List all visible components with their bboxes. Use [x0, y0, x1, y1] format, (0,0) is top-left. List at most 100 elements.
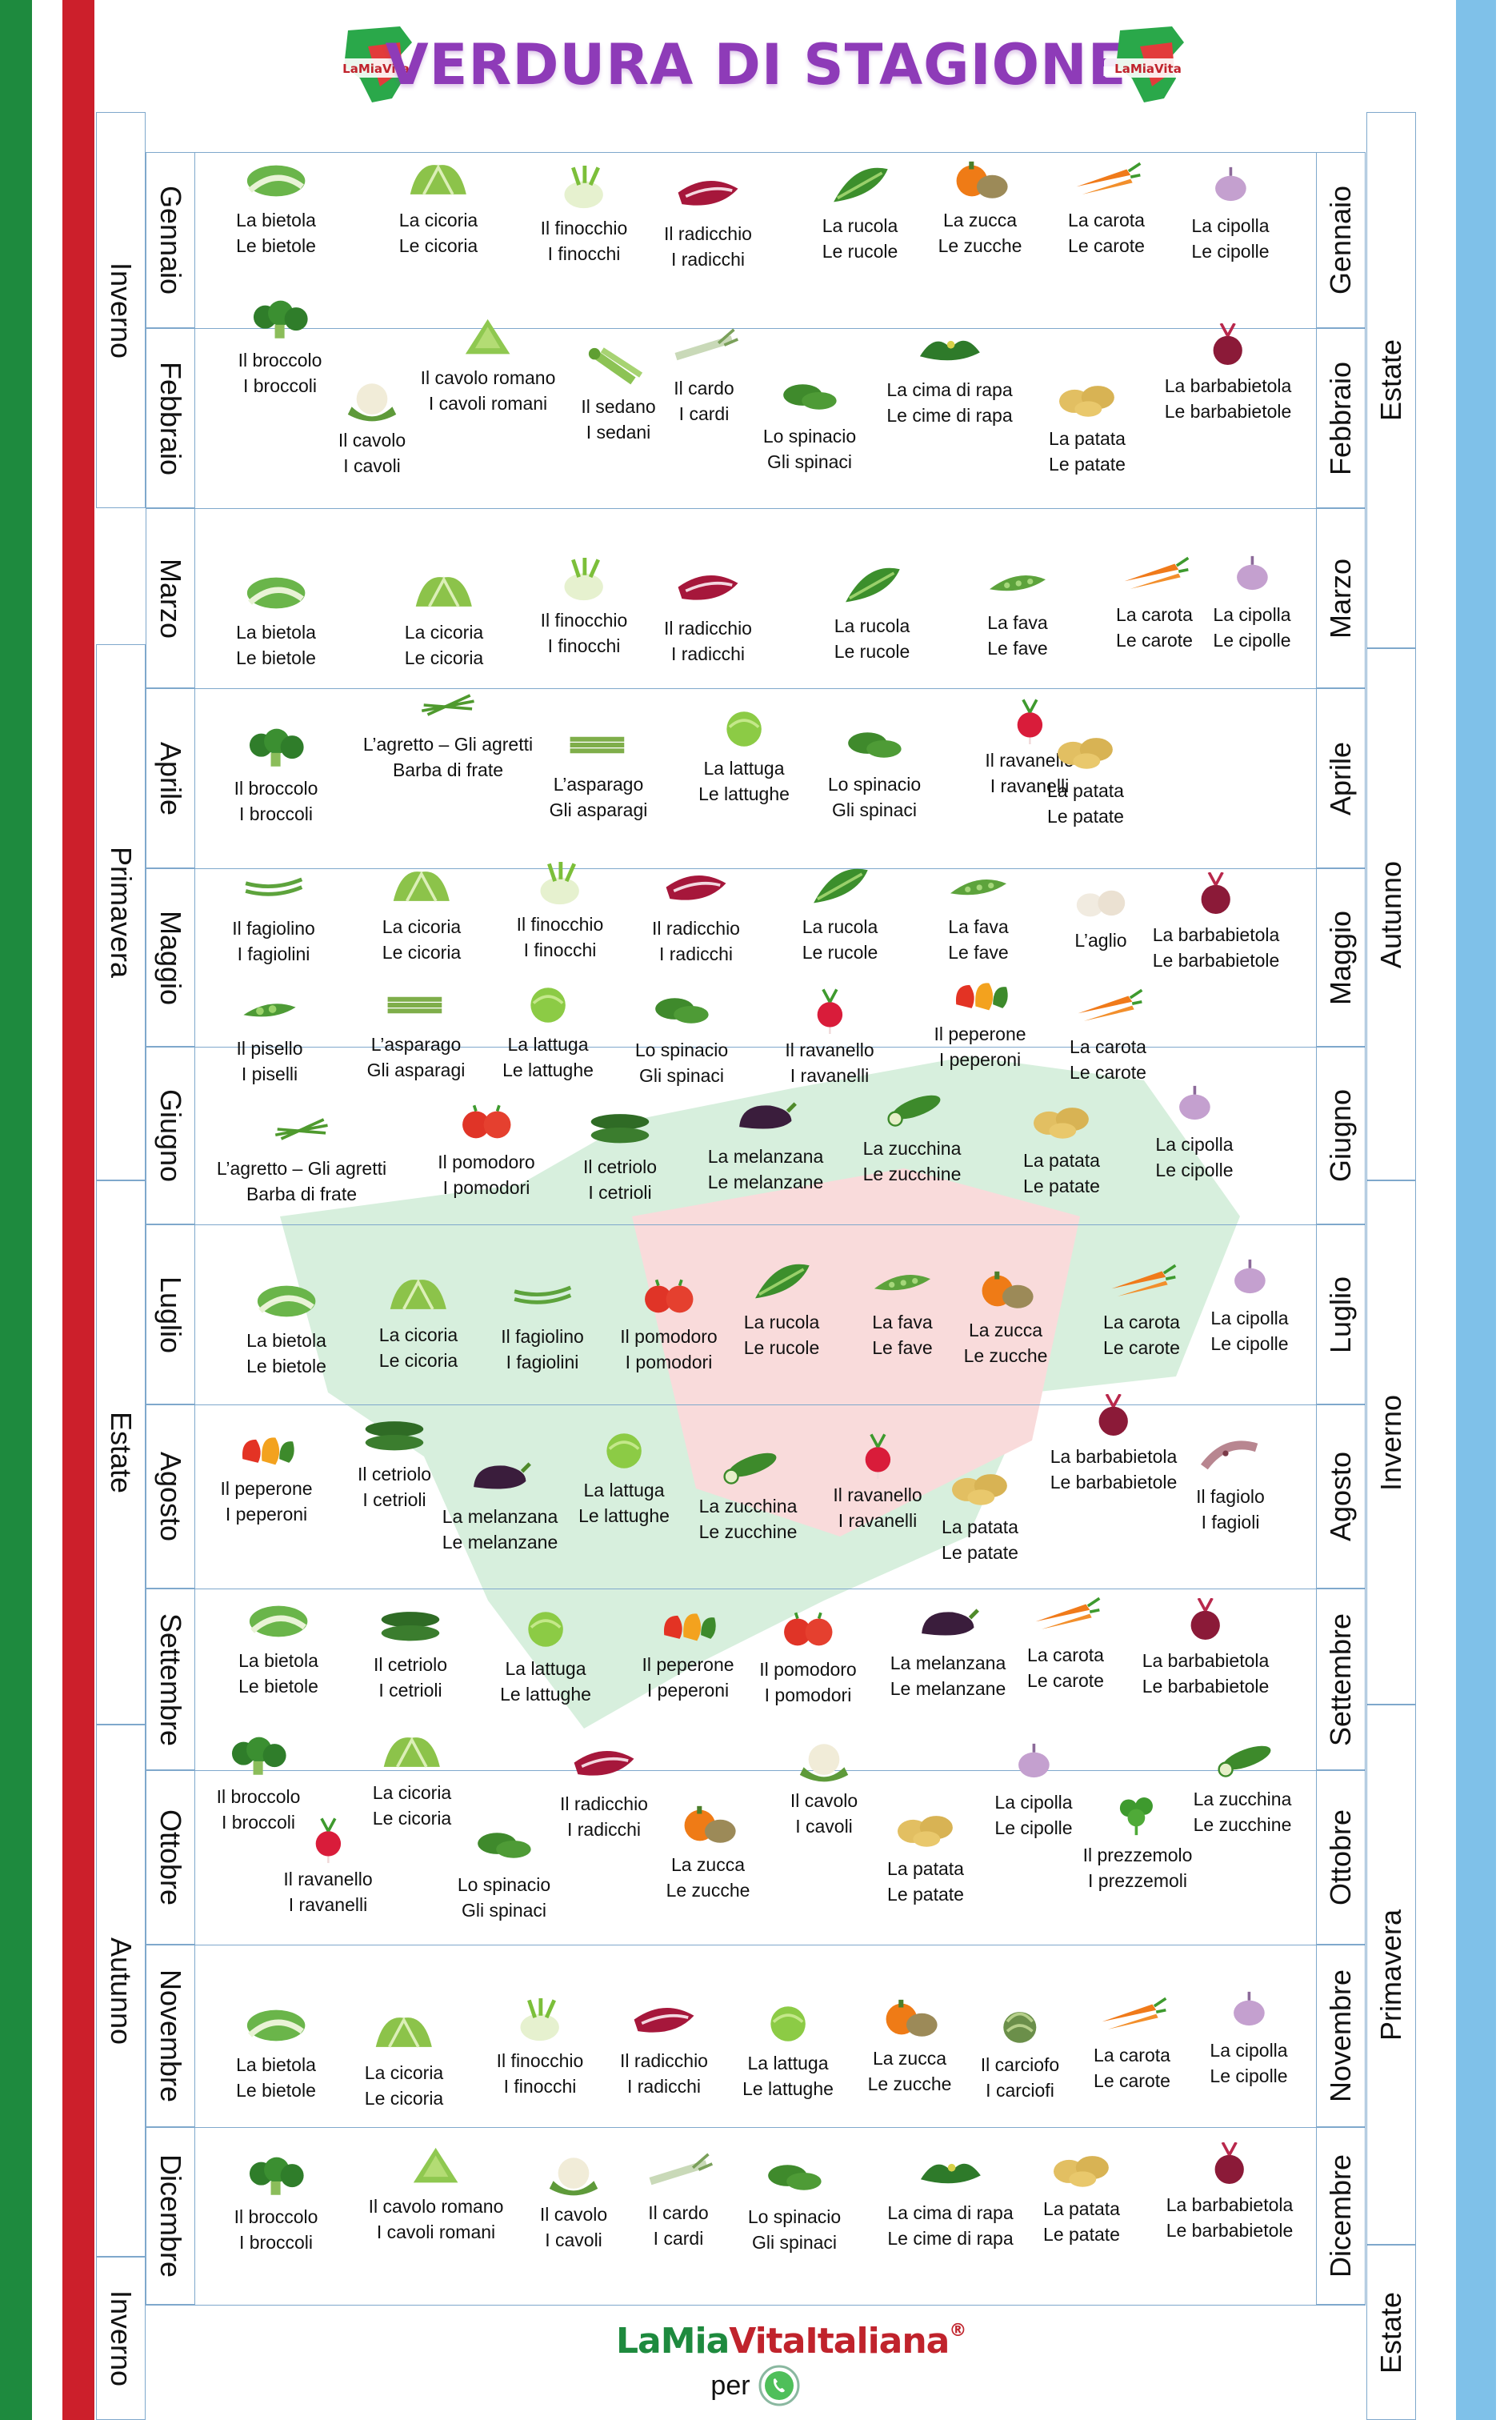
broccoli-icon: [238, 298, 322, 344]
vegetable-plural: Le bietole: [236, 647, 316, 668]
vegetable-plural: Le melanzane: [890, 1678, 1006, 1699]
vegetable-item-romanesco: Il cavolo romano I cavoli romani: [368, 2144, 504, 2245]
spinach-icon: [748, 2154, 841, 2201]
vegetable-singular: L’asparago: [553, 774, 644, 795]
vegetable-item-radish: Il ravanello I ravanelli: [785, 988, 874, 1088]
vegetable-item-rocket: La rucola Le rucole: [834, 563, 910, 664]
vegetable-singular: La cipolla: [1210, 1308, 1289, 1328]
vegetable-singular: La lattuga: [507, 1034, 589, 1055]
vegetable-plural: Le cicoria: [382, 942, 462, 963]
spinach-icon: [763, 374, 856, 420]
vegetable-singular: Il sedano: [581, 396, 656, 417]
vegetable-singular: L’asparago: [370, 1034, 462, 1055]
vegetable-singular: Il radicchio: [620, 2050, 708, 2071]
vegetable-plural: Le patate: [1023, 1176, 1100, 1196]
vegetable-plural: I sedani: [586, 422, 651, 443]
row-divider: [146, 868, 1366, 869]
vegetable-plural: Le fave: [987, 638, 1048, 659]
vegetable-item-radish: Il ravanello I ravanelli: [985, 698, 1074, 799]
vegetable-item-borlotti-bean: Il fagiolo I fagioli: [1194, 1434, 1266, 1535]
beetroot-icon: [1165, 323, 1292, 370]
vegetable-item-potato: La patata Le patate: [1049, 376, 1126, 477]
vegetable-item-chicory: La cicoria Le cicoria: [405, 570, 483, 671]
vegetable-item-cucumber: Il cetriolo I cetrioli: [374, 1602, 447, 1703]
chicory-icon: [382, 864, 461, 911]
radicchio-icon: [652, 866, 740, 912]
chard-icon: [236, 570, 316, 616]
spinach-icon: [635, 988, 728, 1034]
onion-icon: [1191, 163, 1269, 210]
vegetable-plural: Le cicoria: [398, 235, 478, 256]
vegetable-plural: Le fave: [872, 1337, 933, 1358]
vegetable-singular: Il broccolo: [234, 778, 318, 799]
vegetable-plural: Le bietole: [236, 2080, 316, 2101]
aubergine-icon: [442, 1454, 558, 1500]
vegetable-singular: La cipolla: [994, 1792, 1073, 1813]
vegetable-plural: Le barbabietole: [1164, 401, 1292, 422]
vegetable-plural: I peperoni: [225, 1504, 308, 1525]
vegetable-plural: I pomodori: [625, 1352, 713, 1372]
month-label: Agosto: [154, 1451, 188, 1542]
vegetable-singular: La patata: [1047, 780, 1124, 801]
vegetable-plural: Le cipolle: [994, 1817, 1073, 1838]
vegetable-plural: I cetrioli: [362, 1489, 426, 1510]
right-month-giugno: Giugno: [1316, 1047, 1366, 1224]
brand-mia: Mia: [660, 2321, 730, 2362]
left-season-inverno-2: Inverno: [96, 2257, 146, 2420]
vegetable-item-chard: La bietola Le bietole: [238, 1598, 318, 1699]
vegetable-singular: Il cardo: [674, 378, 734, 399]
vegetable-singular: Il radicchio: [560, 1793, 648, 1814]
tomato-icon: [438, 1100, 534, 1146]
carrot-icon: [1068, 158, 1145, 204]
vegetable-singular: La carota: [1068, 210, 1145, 230]
row-divider: [146, 1770, 1366, 1771]
vegetable-plural: Le carote: [1070, 1062, 1146, 1083]
vegetable-singular: Il cavolo romano: [368, 2196, 504, 2217]
vegetable-singular: La cipolla: [1213, 604, 1291, 625]
asparagus-icon: [550, 722, 648, 768]
vegetable-plural: Le rucole: [802, 942, 878, 963]
chard-icon: [236, 158, 316, 204]
radish-icon: [283, 1817, 372, 1863]
vegetable-singular: Il peperone: [642, 1654, 734, 1675]
zucchini-icon: [863, 1086, 962, 1132]
vegetable-singular: Lo spinacio: [457, 1874, 551, 1895]
vegetable-item-pea: Il pisello I piselli: [234, 986, 306, 1087]
vegetable-singular: Lo spinacio: [634, 1040, 729, 1060]
vegetable-item-zucchini: La zucchina Le zucchine: [1194, 1737, 1291, 1837]
vegetable-plural: Gli spinaci: [751, 2232, 838, 2253]
vegetable-plural: Le zucche: [867, 2073, 952, 2094]
row-divider: [146, 688, 1366, 689]
fennel-icon: [541, 166, 628, 212]
vegetable-item-cucumber: Il cetriolo I cetrioli: [583, 1104, 657, 1205]
vegetable-item-asparagus: L’asparago Gli asparagi: [367, 982, 465, 1083]
vegetable-plural: Le lattughe: [500, 1684, 591, 1705]
vegetable-plural: I ravanelli: [790, 1065, 870, 1086]
vegetable-singular: La lattuga: [747, 2053, 829, 2073]
vegetable-plural: I prezzemoli: [1088, 1870, 1187, 1891]
left-month-settembre: Settembre: [146, 1589, 195, 1770]
left-season-estate: Estate: [96, 1180, 146, 1725]
vegetable-item-rocket: La rucola Le rucole: [822, 163, 898, 264]
vegetable-plural: I cetrioli: [378, 1680, 442, 1701]
spinach-icon: [828, 722, 921, 768]
left-month-febbraio: Febbraio: [146, 328, 195, 508]
onion-icon: [1210, 1988, 1287, 2034]
vegetable-singular: La rucola: [822, 215, 898, 236]
carrot-icon: [1103, 1260, 1180, 1306]
vegetable-plural: Le cicoria: [378, 1350, 458, 1371]
vegetable-item-onion: La cipolla Le cipolle: [1155, 1082, 1234, 1183]
romanesco-icon: [369, 2144, 504, 2190]
vegetable-plural: Le patate: [1047, 806, 1124, 827]
vegetable-item-carrot: La carota Le carote: [1094, 1993, 1170, 2093]
vegetable-plural: Le rucole: [834, 641, 910, 662]
vegetable-singular: L’agretto – Gli agretti: [216, 1158, 387, 1179]
vegetable-singular: La melanzana: [890, 1653, 1006, 1673]
vegetable-plural: Le lattughe: [698, 783, 790, 804]
lettuce-icon: [578, 1428, 670, 1474]
vegetable-plural: Le barbabietole: [1142, 1676, 1270, 1697]
cucumber-icon: [358, 1412, 431, 1458]
vegetable-plural: I cardi: [653, 2228, 704, 2249]
vegetable-singular: La barbabietola: [1142, 1650, 1270, 1671]
vegetable-plural: Le zucche: [963, 1345, 1048, 1366]
